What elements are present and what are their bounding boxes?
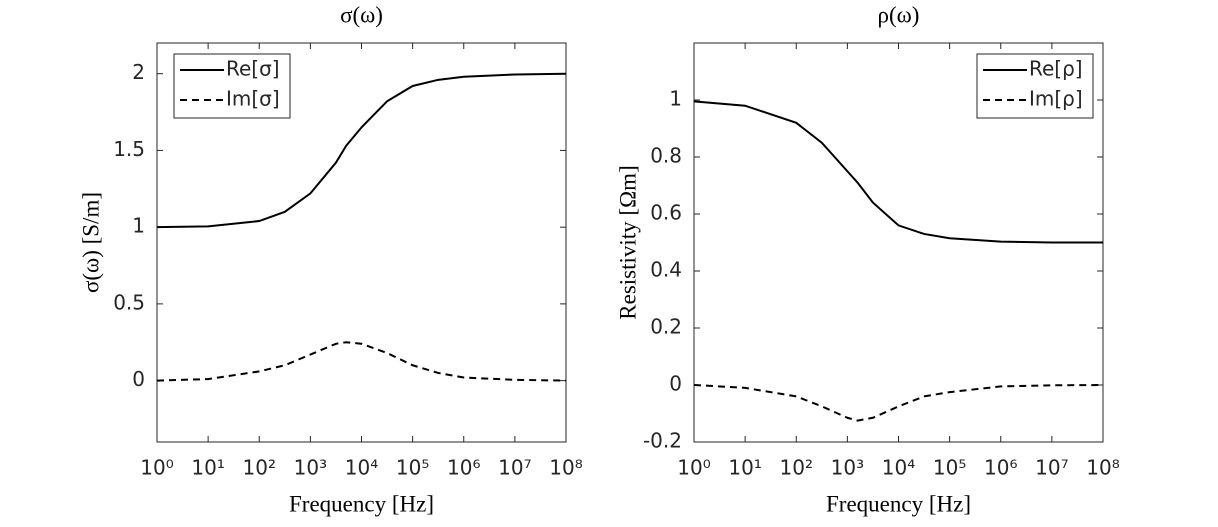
x-tick-label: 10⁰ (140, 456, 173, 480)
legend-label: Im[ρ] (1029, 87, 1083, 111)
x-tick-label: 10⁶ (447, 456, 480, 480)
y-tick-label: 2 (132, 60, 145, 84)
series-line (693, 384, 1104, 422)
y-tick-label: 0.5 (113, 290, 145, 314)
x-tick-label: 10⁸ (1086, 456, 1119, 480)
x-axis-label: Frequency [Hz] (289, 491, 434, 516)
series-line (156, 72, 567, 229)
legend-box (976, 53, 1094, 119)
y-tick-label: 1.5 (113, 137, 145, 161)
x-tick-label: 10⁵ (933, 456, 966, 480)
x-tick-label: 10⁶ (984, 456, 1017, 480)
series-line (693, 100, 1103, 244)
x-tick-label: 10⁷ (498, 456, 531, 480)
x-tick-label: 10¹ (728, 456, 761, 480)
chart-title: ρ(ω) (878, 2, 920, 27)
y-tick-label: 0 (669, 372, 682, 396)
y-axis-label: Resistivity [Ωm] (615, 165, 640, 319)
x-tick-label: 10⁴ (345, 456, 378, 480)
x-axis-label: Frequency [Hz] (826, 491, 971, 516)
series-line (156, 341, 567, 382)
y-tick-label: 0.8 (650, 144, 682, 168)
y-tick-label: 0.2 (650, 315, 682, 339)
y-tick-label: 0.6 (650, 201, 682, 225)
x-tick-label: 10⁰ (677, 456, 710, 480)
y-tick-label: 0 (132, 367, 145, 391)
x-tick-label: 10⁵ (396, 456, 429, 480)
legend-label: Im[σ] (226, 87, 280, 111)
legend-label: Re[σ] (226, 57, 280, 81)
x-tick-label: 10² (243, 456, 276, 480)
x-tick-label: 10⁷ (1035, 456, 1068, 480)
x-tick-label: 10³ (831, 456, 864, 480)
legend-label: Re[ρ] (1029, 57, 1083, 81)
chart-title: σ(ω) (340, 2, 383, 27)
x-tick-label: 10⁸ (549, 456, 582, 480)
y-tick-label: 1 (669, 87, 682, 111)
y-tick-label: 0.4 (650, 258, 682, 282)
y-tick-label: -0.2 (643, 429, 682, 453)
x-tick-label: 10⁴ (882, 456, 915, 480)
y-tick-label: 1 (132, 214, 145, 238)
x-tick-label: 10³ (294, 456, 327, 480)
x-tick-label: 10² (780, 456, 813, 480)
x-tick-label: 10¹ (191, 456, 224, 480)
legend-box (173, 53, 291, 119)
y-axis-label: σ(ω) [S/m] (78, 192, 103, 293)
